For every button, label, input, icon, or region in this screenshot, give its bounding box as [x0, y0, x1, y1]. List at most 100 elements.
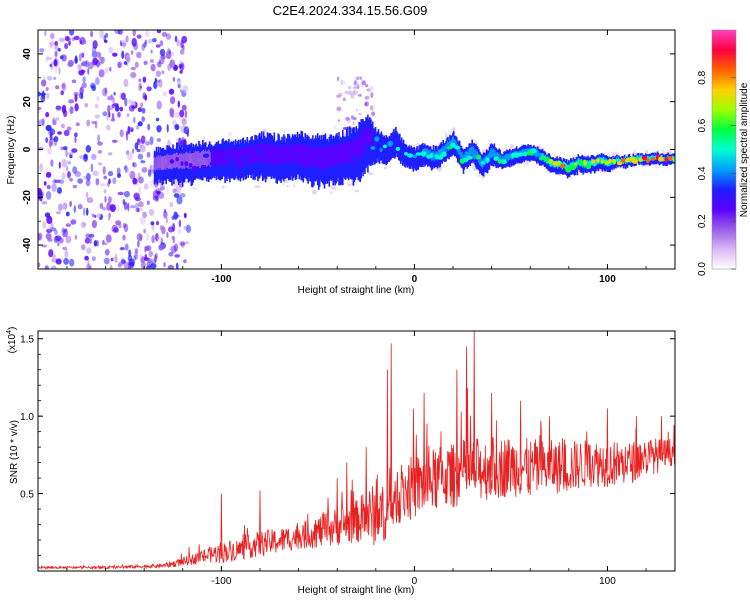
noise-blob — [133, 116, 136, 124]
noise-blob — [46, 57, 53, 60]
ridge-inner — [286, 144, 288, 162]
ridge-inner — [495, 152, 498, 161]
noise-blob — [103, 189, 107, 194]
noise-blob — [47, 226, 53, 230]
noise-blob — [154, 254, 157, 264]
ridge-core — [426, 154, 431, 159]
colorbar-tick-label: 0.8 — [697, 70, 708, 84]
noise-blob — [54, 179, 61, 184]
ridge-inner — [223, 150, 225, 166]
noise-blob — [55, 258, 62, 265]
ridge-inner — [276, 146, 278, 165]
noise-blob — [166, 123, 169, 133]
plume-blob — [357, 112, 362, 116]
noise-blob — [117, 173, 121, 178]
ridge-inner — [328, 146, 331, 166]
ridge-core — [560, 163, 566, 169]
noise-blob — [156, 100, 162, 110]
ridge-inner — [275, 147, 277, 165]
halo-blob — [346, 118, 351, 124]
ridge-inner — [366, 127, 368, 149]
ridge-inner — [305, 146, 307, 165]
ridge-inner — [454, 139, 457, 149]
noise-blob — [123, 201, 128, 211]
ridge-inner — [459, 149, 462, 159]
noise-blob — [75, 122, 80, 126]
ridge-inner — [293, 144, 296, 162]
noise-blob — [98, 69, 105, 78]
noise-blob — [84, 255, 89, 261]
noise-blob — [107, 105, 111, 114]
ridge-inner — [186, 152, 189, 168]
halo-blob — [534, 144, 538, 147]
noise-blob — [65, 235, 72, 244]
noise-blob — [80, 244, 86, 251]
ridge-inner — [550, 160, 553, 168]
ridge-core — [497, 159, 503, 164]
noise-blob — [134, 251, 138, 260]
noise-blob — [40, 94, 46, 103]
noise-blob — [104, 39, 108, 43]
ridge-inner — [427, 148, 429, 157]
ridge-core — [180, 161, 184, 166]
noise-blob — [145, 265, 152, 269]
ridge-core — [226, 155, 232, 160]
ridge-core — [620, 158, 625, 163]
noise-blob — [183, 259, 187, 264]
plume-blob — [340, 79, 344, 86]
noise-blob — [122, 234, 126, 241]
ridge-inner — [252, 145, 254, 162]
ridge-inner — [254, 146, 256, 163]
noise-blob — [156, 30, 162, 34]
ridge-inner — [272, 144, 275, 162]
noise-blob — [173, 243, 179, 252]
noise-blob — [58, 67, 61, 75]
ridge-inner — [250, 147, 252, 164]
noise-blob — [127, 265, 131, 269]
ridge-inner — [465, 151, 468, 160]
ridge-core — [518, 152, 524, 157]
ridge-inner — [392, 136, 394, 147]
noise-blob — [132, 30, 137, 37]
noise-blob — [49, 140, 52, 149]
noise-blob — [86, 191, 89, 199]
noise-blob — [109, 264, 113, 269]
noise-blob — [155, 70, 161, 77]
ridge-inner — [504, 155, 506, 162]
ridge-inner — [245, 148, 248, 164]
noise-blob — [176, 39, 180, 47]
noise-blob — [90, 30, 94, 38]
noise-blob — [95, 77, 100, 85]
ridge-inner — [490, 148, 493, 157]
noise-blob — [73, 205, 77, 213]
ridge-core — [625, 157, 631, 163]
noise-blob — [139, 216, 146, 225]
ridge-inner — [210, 149, 213, 165]
ridge-inner — [338, 144, 340, 164]
ridge-core — [237, 162, 243, 169]
noise-blob — [97, 162, 103, 166]
plume-blob — [356, 109, 359, 112]
ridge-inner — [480, 157, 482, 166]
ridge-core — [374, 136, 380, 142]
halo-blob — [600, 170, 606, 175]
ridge-inner — [306, 145, 308, 164]
ridge-core — [608, 158, 612, 164]
ridge-inner — [290, 143, 293, 162]
noise-blob — [50, 159, 54, 167]
ridge-inner — [471, 145, 473, 154]
ridge-core — [488, 152, 494, 158]
noise-blob — [174, 112, 181, 119]
ridge-core — [585, 163, 592, 170]
noise-blob — [60, 90, 64, 96]
noise-blob — [64, 249, 69, 259]
ridge-inner — [219, 150, 221, 166]
ridge-inner — [577, 158, 580, 165]
ridge-inner — [192, 152, 194, 168]
ridge-core — [591, 159, 596, 164]
ridge-core — [271, 161, 277, 166]
ridge-core — [255, 147, 260, 153]
snr-series-line — [38, 331, 675, 571]
ridge-inner — [187, 152, 190, 168]
noise-blob — [83, 207, 86, 217]
